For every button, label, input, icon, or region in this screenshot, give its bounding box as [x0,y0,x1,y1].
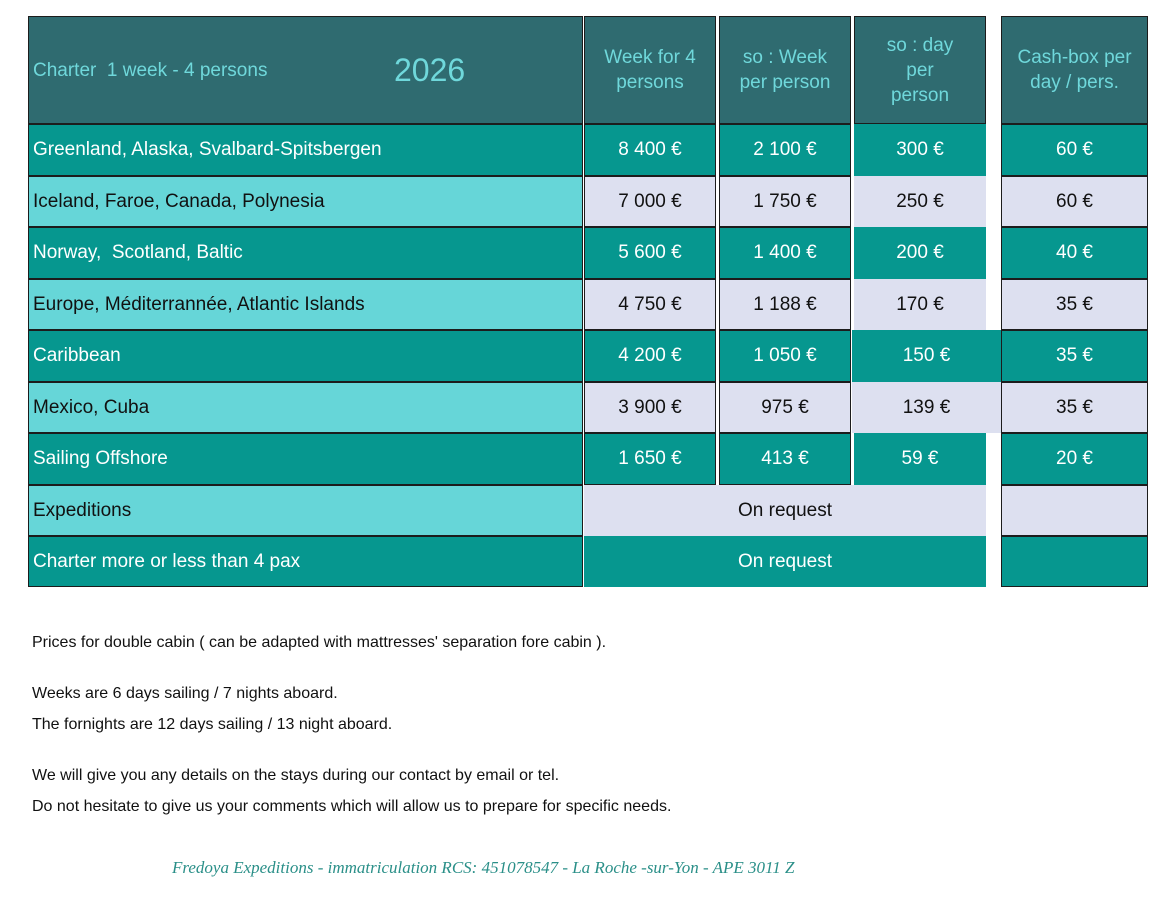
note-weeks: Weeks are 6 days sailing / 7 nights aboa… [32,685,338,702]
row-7-day-person: 59 € [854,433,986,485]
header-week4: Week for 4 persons [584,16,716,124]
header-week-person: so : Week per person [719,16,851,124]
row-5-cashbox: 35 € [1001,330,1148,382]
row-6-week-person: 975 € [719,382,851,433]
row-5-destination: Caribbean [28,330,583,382]
row-4-cashbox: 35 € [1001,279,1148,330]
row-7-week4: 1 650 € [584,433,716,485]
row-expeditions-destination: Expeditions [28,485,583,536]
row-1-day-person: 300 € [854,124,986,176]
header-day-person: so : day per person [854,16,986,124]
row-2-week-person: 1 750 € [719,176,851,227]
row-6-week4: 3 900 € [584,382,716,433]
row-1-week-person: 2 100 € [719,124,851,176]
row-3-day-person: 200 € [854,227,986,279]
row-2-cashbox: 60 € [1001,176,1148,227]
header-title: Charter 1 week - 4 persons [33,59,268,81]
header-charter-cell: Charter 1 week - 4 persons [28,16,583,124]
footer-company-info: Fredoya Expeditions - immatriculation RC… [172,858,795,877]
row-5-week4: 4 200 € [584,330,716,382]
row-6-cashbox: 35 € [1001,382,1148,433]
row-4-week-person: 1 188 € [719,279,851,330]
row-4-destination: Europe, Méditerrannée, Atlantic Islands [28,279,583,330]
row-2-destination: Iceland, Faroe, Canada, Polynesia [28,176,583,227]
note-fortnights: The fornights are 12 days sailing / 13 n… [32,716,393,733]
note-double-cabin: Prices for double cabin ( can be adapted… [32,634,607,651]
row-1-cashbox: 60 € [1001,124,1148,176]
row-2-week4: 7 000 € [584,176,716,227]
row-5-week-person: 1 050 € [719,330,851,382]
row-charter-pax-destination: Charter more or less than 4 pax [28,536,583,587]
row-1-week4: 8 400 € [584,124,716,176]
header-year: 2026 [394,52,466,88]
row-4-week4: 4 750 € [584,279,716,330]
header-cashbox: Cash-box per day / pers. [1001,16,1148,124]
row-3-week-person: 1 400 € [719,227,851,279]
row-charter-pax-value: On request [584,536,986,587]
row-charter-pax-cashbox [1001,536,1148,587]
row-6-day-person: 139 € [852,382,1001,433]
row-3-destination: Norway, Scotland, Baltic [28,227,583,279]
row-2-day-person: 250 € [854,176,986,227]
row-4-day-person: 170 € [854,279,986,330]
row-5-day-person: 150 € [852,330,1001,382]
note-comments: Do not hesitate to give us your comments… [32,798,672,815]
row-7-week-person: 413 € [719,433,851,485]
row-1-destination: Greenland, Alaska, Svalbard-Spitsbergen [28,124,583,176]
row-6-destination: Mexico, Cuba [28,382,583,433]
row-7-destination: Sailing Offshore [28,433,583,485]
row-3-week4: 5 600 € [584,227,716,279]
row-3-cashbox: 40 € [1001,227,1148,279]
note-details: We will give you any details on the stay… [32,767,560,784]
row-expeditions-value: On request [584,485,986,536]
row-7-cashbox: 20 € [1001,433,1148,485]
row-expeditions-cashbox [1001,485,1148,536]
